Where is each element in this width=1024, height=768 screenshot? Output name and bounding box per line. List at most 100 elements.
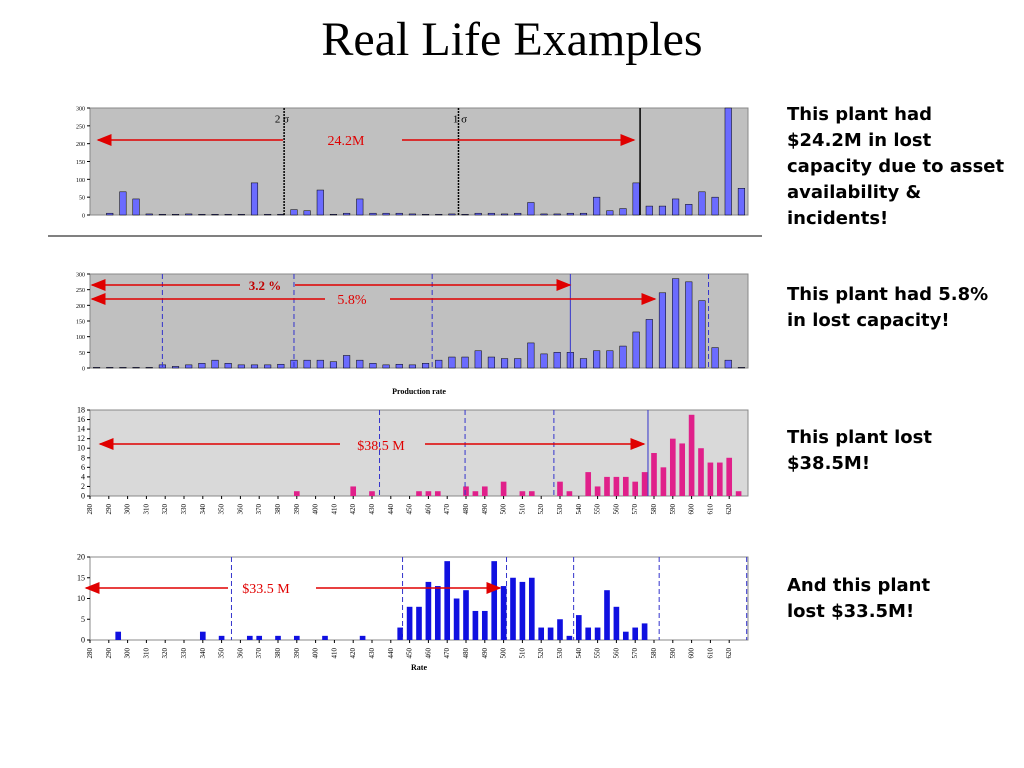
bar xyxy=(463,590,469,640)
bar xyxy=(329,361,338,369)
bar xyxy=(622,476,629,496)
x-tick-label: 530 xyxy=(556,504,564,515)
x-tick-label: 490 xyxy=(481,648,489,659)
bar xyxy=(632,331,640,369)
bar xyxy=(487,212,495,216)
x-tick-label: 420 xyxy=(349,504,357,515)
x-tick-label: 510 xyxy=(518,504,526,515)
bar xyxy=(406,606,413,640)
bar xyxy=(408,213,416,216)
x-tick-label: 580 xyxy=(650,504,658,515)
bar xyxy=(519,491,526,496)
bar xyxy=(448,213,456,216)
x-tick-label: 540 xyxy=(575,504,583,515)
bar xyxy=(622,631,629,640)
bar xyxy=(472,491,479,496)
y-tick-label: 300 xyxy=(76,107,85,113)
bar xyxy=(514,212,522,216)
bar xyxy=(510,577,516,640)
bar xyxy=(566,635,573,640)
bar xyxy=(716,462,723,496)
bar xyxy=(435,359,443,369)
bar xyxy=(658,205,666,216)
bar xyxy=(711,347,719,369)
bar xyxy=(593,196,601,216)
x-tick-label: 510 xyxy=(518,648,526,659)
y-tick-label: 300 xyxy=(76,273,85,279)
x-tick-label: 570 xyxy=(631,504,639,515)
bar xyxy=(669,438,676,496)
x-tick-label: 450 xyxy=(406,648,414,659)
x-tick-label: 570 xyxy=(631,648,639,659)
plot-area xyxy=(89,409,749,497)
y-tick-label: 50 xyxy=(79,351,85,357)
caption: This plant had $24.2M in lost capacity d… xyxy=(787,104,1005,229)
bar xyxy=(119,367,127,369)
bar xyxy=(500,481,507,496)
x-tick-label: 430 xyxy=(368,504,376,515)
x-tick-label: 400 xyxy=(312,504,320,515)
bar xyxy=(651,453,657,496)
bar xyxy=(527,202,535,216)
bar xyxy=(93,367,101,369)
x-tick-label: 540 xyxy=(575,648,583,659)
bar xyxy=(679,443,686,496)
bar xyxy=(519,581,526,640)
x-tick-label: 460 xyxy=(424,504,432,515)
bar xyxy=(604,476,610,496)
bar xyxy=(553,213,561,216)
bar xyxy=(698,448,704,496)
y-tick-label: 200 xyxy=(76,142,85,148)
annotation: $38.5 M xyxy=(357,439,405,454)
bar xyxy=(132,198,140,216)
bar xyxy=(422,363,430,369)
x-tick-label: 490 xyxy=(481,504,489,515)
bar xyxy=(672,278,680,369)
y-tick-label: 5 xyxy=(81,615,85,624)
bar xyxy=(416,491,422,496)
x-tick-label: 600 xyxy=(688,504,696,515)
x-tick-label: 310 xyxy=(142,648,150,659)
x-tick-label: 340 xyxy=(199,648,207,659)
bar xyxy=(293,491,300,496)
y-tick-label: 150 xyxy=(76,320,85,326)
bar xyxy=(711,196,719,216)
bar xyxy=(256,635,263,640)
x-tick-label: 560 xyxy=(612,504,620,515)
bar xyxy=(211,214,219,216)
bar xyxy=(264,214,272,216)
x-tick-label: 610 xyxy=(706,648,714,659)
bar xyxy=(382,212,390,216)
bar xyxy=(356,359,364,369)
bar xyxy=(685,204,693,216)
y-tick-label: 18 xyxy=(77,406,85,415)
bar xyxy=(145,367,153,369)
bar xyxy=(106,212,114,216)
bar xyxy=(369,491,375,496)
x-tick-label: 310 xyxy=(142,504,150,515)
bar xyxy=(435,214,443,216)
bar xyxy=(660,467,667,496)
x-tick-label: 600 xyxy=(688,648,696,659)
bar xyxy=(594,486,601,496)
bar xyxy=(185,364,193,369)
bar xyxy=(275,635,281,640)
bar xyxy=(632,481,639,496)
caption: And this plant lost $33.5M! xyxy=(787,575,931,622)
x-tick-label: 440 xyxy=(387,648,395,659)
bar xyxy=(579,358,588,369)
y-tick-label: 250 xyxy=(76,288,85,294)
x-tick-label: 280 xyxy=(86,504,94,515)
bar xyxy=(500,586,507,640)
y-tick-label: 10 xyxy=(77,444,85,453)
bar xyxy=(538,627,545,640)
bar xyxy=(724,359,732,369)
bar xyxy=(619,208,627,216)
bar xyxy=(632,627,639,640)
y-tick-label: 0 xyxy=(82,367,85,373)
bar xyxy=(237,214,245,216)
x-tick-label: 280 xyxy=(86,648,94,659)
bar xyxy=(688,414,695,496)
